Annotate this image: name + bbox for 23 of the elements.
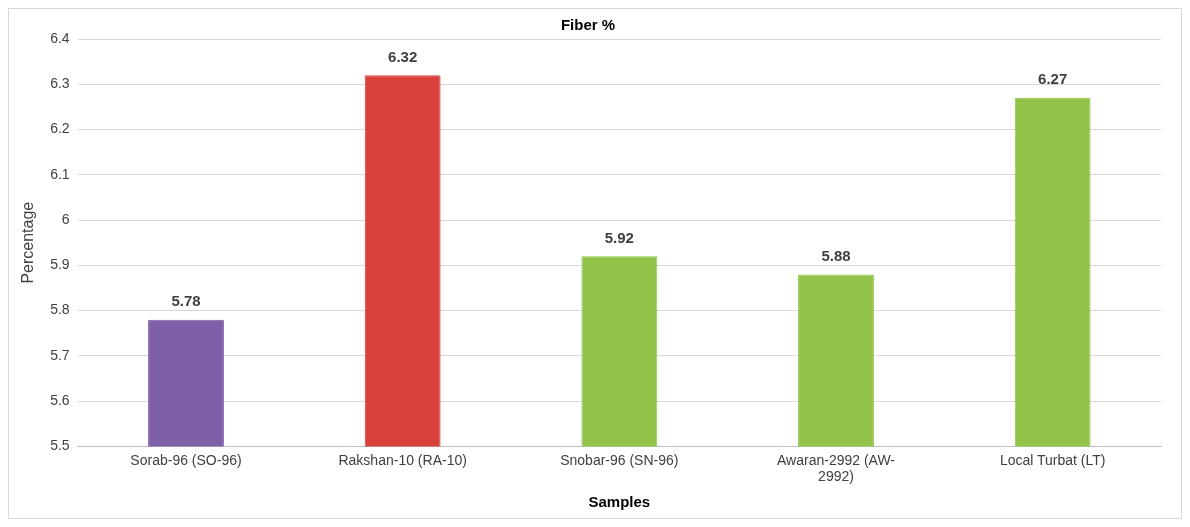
y-tick-label: 6.2 bbox=[50, 120, 70, 137]
y-tick-label: 6.3 bbox=[50, 75, 70, 92]
x-tick-label: Awaran-2992 (AW-2992) bbox=[776, 451, 896, 485]
y-axis-title: Percentage bbox=[19, 201, 37, 284]
y-tick-label: 6 bbox=[61, 210, 70, 227]
y-tick-label: 5.6 bbox=[50, 391, 70, 408]
y-tick-label: 5.7 bbox=[50, 346, 70, 363]
x-axis-title: Samples bbox=[588, 493, 651, 511]
x-tick-label: Snobar-96 (SN-96) bbox=[560, 451, 679, 468]
data-label: 5.88 bbox=[821, 247, 851, 265]
y-tick-label: 5.9 bbox=[50, 256, 70, 273]
x-tick-label: Rakshan-10 (RA-10) bbox=[338, 451, 467, 468]
y-tick-label: 5.8 bbox=[50, 301, 70, 318]
y-tick-label: 6.1 bbox=[50, 165, 70, 182]
data-label: 6.32 bbox=[388, 47, 418, 65]
data-label: 6.27 bbox=[1038, 70, 1068, 88]
y-tick-label: 5.5 bbox=[50, 437, 70, 454]
data-label: 5.78 bbox=[171, 292, 201, 310]
x-tick-label: Local Turbat (LT) bbox=[999, 451, 1106, 468]
chart-title: Fiber % bbox=[560, 16, 616, 34]
y-tick-label: 6.4 bbox=[50, 29, 70, 46]
x-tick-label: Sorab-96 (SO-96) bbox=[130, 451, 242, 468]
data-label: 5.92 bbox=[604, 228, 634, 246]
